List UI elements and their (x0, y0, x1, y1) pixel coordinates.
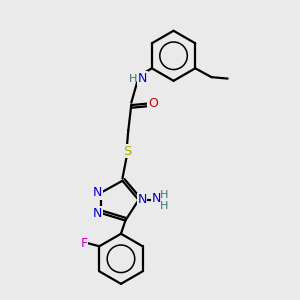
Text: S: S (123, 145, 131, 158)
Text: N: N (93, 207, 102, 220)
Text: H: H (160, 201, 168, 212)
Text: N: N (93, 186, 102, 199)
Text: N: N (138, 72, 147, 85)
Text: N: N (152, 192, 161, 205)
Text: F: F (80, 237, 88, 250)
Text: H: H (129, 74, 137, 84)
Text: N: N (137, 194, 147, 206)
Text: H: H (160, 190, 168, 200)
Text: O: O (148, 97, 158, 110)
